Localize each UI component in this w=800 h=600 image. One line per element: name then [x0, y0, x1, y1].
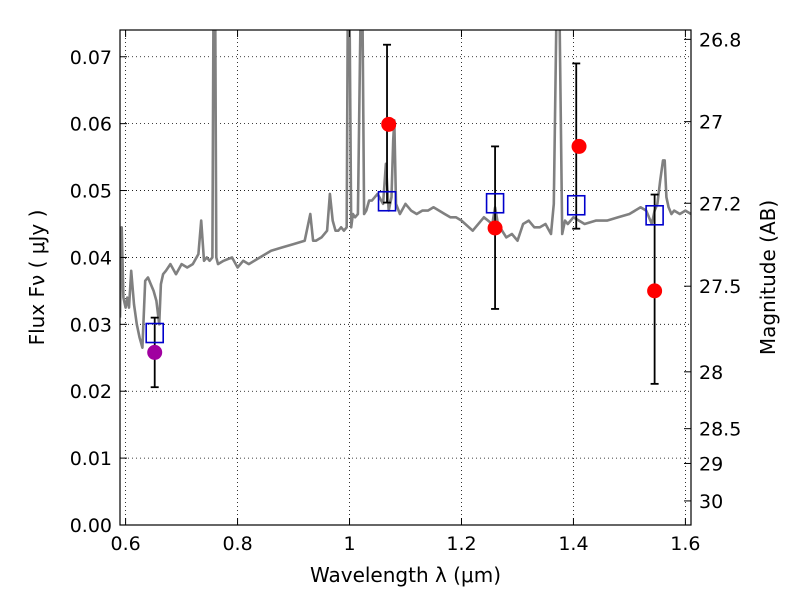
- square-point: [145, 322, 165, 344]
- y2-tick-label: 28: [699, 362, 723, 384]
- circle-point: [381, 116, 397, 132]
- x-axis-title: Wavelength λ (μm): [310, 563, 501, 587]
- y-axis-title: Flux Fν ( μJy ): [25, 210, 49, 346]
- y2-tick-label: 29: [699, 453, 723, 475]
- grid-lines: [120, 30, 691, 526]
- y2-tick-label: 26.8: [699, 29, 741, 51]
- plot-frame: [119, 29, 692, 526]
- y2-tick-label: 30: [699, 491, 723, 513]
- x-tick-label: 0.6: [110, 533, 140, 555]
- y-tick-labels: 0.00 0.01 0.02 0.03 0.04 0.05 0.06 0.07: [70, 47, 112, 537]
- y2-tick-label: 28.5: [699, 419, 741, 441]
- data-markers: [145, 116, 664, 360]
- error-bars: [150, 43, 659, 389]
- y2-axis-title: Magnitude (AB): [756, 200, 780, 355]
- x-tick-labels: 0.6 0.8 1 1.2 1.4 1.6: [110, 533, 700, 555]
- circle-point: [487, 220, 503, 236]
- square-point: [377, 190, 397, 212]
- y-tick-label: 0.04: [70, 247, 112, 269]
- axis-ticks: [120, 30, 691, 526]
- y-tick-label: 0.01: [70, 448, 112, 470]
- y-tick-label: 0.05: [70, 181, 112, 203]
- circle-point: [147, 344, 163, 360]
- x-tick-label: 1: [343, 533, 355, 555]
- y-tick-label: 0.03: [70, 314, 112, 336]
- square-point: [485, 192, 505, 214]
- y2-tick-label: 27.5: [699, 276, 741, 298]
- square-point: [645, 204, 664, 226]
- x-tick-label: 1.4: [558, 533, 588, 555]
- y-tick-label: 0.00: [70, 515, 112, 537]
- y-tick-label: 0.02: [70, 381, 112, 403]
- spectrum-line: [120, 30, 691, 350]
- x-tick-label: 1.2: [446, 533, 476, 555]
- y2-tick-label: 27: [699, 112, 723, 134]
- spectrum-series: [120, 30, 691, 350]
- square-point: [566, 194, 586, 216]
- circle-point: [647, 283, 663, 299]
- y2-tick-label: 27.2: [699, 193, 741, 215]
- y-tick-label: 0.06: [70, 114, 112, 136]
- circle-point: [571, 138, 587, 154]
- y-tick-label: 0.07: [70, 47, 112, 69]
- x-tick-label: 1.6: [670, 533, 700, 555]
- x-tick-label: 0.8: [222, 533, 252, 555]
- y2-tick-labels: 26.8 27 27.2 27.5 28 28.5 29 30: [699, 29, 741, 513]
